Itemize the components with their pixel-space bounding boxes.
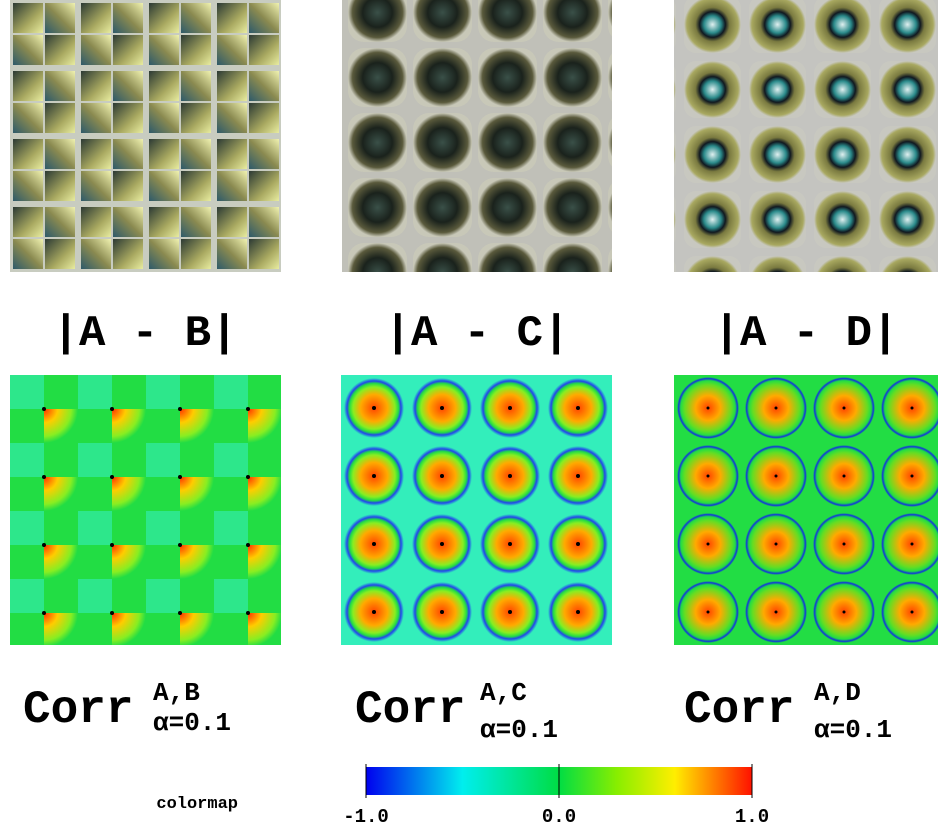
image-a-b [10,0,281,272]
corr-label: Corr [23,684,133,736]
corr-label: Corr [684,684,794,736]
diff-label: |A - D| [714,309,899,359]
colorbar-label: colormap [156,795,238,814]
image-a-d [674,0,938,272]
corr-superscript: A,D [814,678,861,708]
colorbar-tick-label: 0.0 [542,806,576,828]
corr-map-a-d [674,375,938,645]
corr-map-a-b [10,375,281,645]
corr-superscript: A,C [480,678,527,708]
colorbar-tick-label: 1.0 [735,806,769,828]
corr-subscript: α=0.1 [480,715,558,745]
corr-subscript: α=0.1 [814,715,892,745]
image-a-c [342,0,612,272]
corr-map-a-c [341,375,612,645]
diff-label: |A - B| [53,309,238,359]
colorbar-tick-label: -1.0 [343,806,389,828]
corr-label: Corr [355,684,465,736]
corr-subscript: α=0.1 [153,708,231,738]
diff-label: |A - C| [385,309,570,359]
corr-superscript: A,B [153,678,200,708]
